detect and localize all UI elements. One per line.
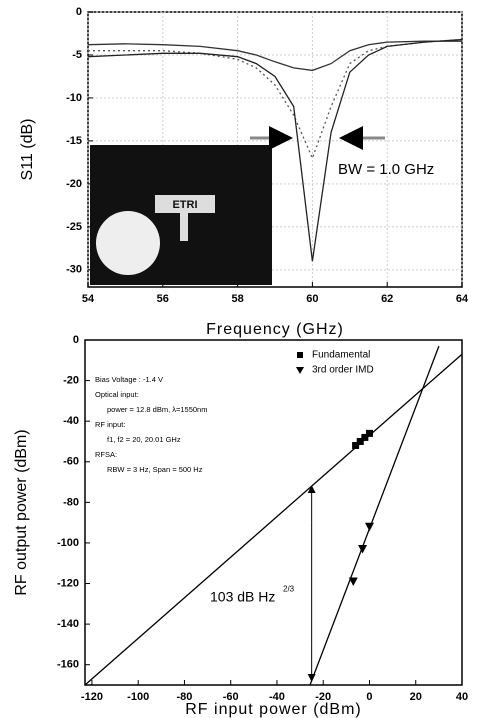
x-tick-label: 56	[157, 293, 169, 305]
data-line	[309, 345, 440, 686]
data-line	[87, 38, 463, 262]
y-axis-label: S11 (dB)	[19, 119, 36, 181]
marker	[365, 429, 373, 437]
note: RFSA:	[95, 450, 117, 459]
inset-disc	[96, 211, 160, 275]
x-tick-label: -80	[177, 691, 193, 703]
y-tick-label: -160	[57, 659, 79, 671]
y-tick-label: -140	[57, 618, 79, 630]
bw-annotation: BW = 1.0 GHz	[338, 161, 434, 178]
y-tick-label: -120	[57, 577, 79, 589]
note: RF input:	[95, 420, 125, 429]
y-tick-label: -20	[66, 178, 82, 190]
marker	[356, 437, 364, 445]
annotation-superscript: 2/3	[283, 585, 295, 594]
inset-feed	[180, 213, 188, 241]
y-tick-label: -25	[66, 221, 82, 233]
y-tick-label: -40	[63, 415, 79, 427]
y-tick-label: -10	[66, 92, 82, 104]
x-axis-label: Frequency (GHz)	[206, 321, 344, 338]
y-axis-label: RF output power (dBm)	[13, 429, 30, 595]
y-tick-label: -30	[66, 264, 82, 276]
legend-marker	[297, 352, 303, 358]
chart: -120 -100 -80 -60 -40 -20 0 20 40 0 -20 -40 -60 -80 -1…	[13, 334, 468, 718]
data-line	[88, 38, 463, 160]
y-tick-label: 0	[73, 334, 79, 346]
note: power = 12.8 dBm, λ=1550nm	[107, 405, 207, 414]
marker	[361, 433, 369, 441]
x-tick-label: 0	[366, 691, 372, 703]
data-line	[84, 353, 463, 686]
data-line	[87, 40, 462, 72]
x-tick-label: 62	[381, 293, 393, 305]
y-tick-label: -80	[63, 496, 79, 508]
legend-marker	[296, 367, 304, 374]
note: Optical input:	[95, 390, 139, 399]
note: Bias Voltage : -1.4 V	[95, 375, 163, 384]
inset-chip	[155, 195, 215, 213]
x-tick-label: -40	[269, 691, 285, 703]
x-tick-label: 60	[306, 293, 318, 305]
x-tick-label: -100	[127, 691, 149, 703]
marker	[352, 442, 360, 450]
marker	[358, 545, 368, 554]
x-tick-label: 20	[410, 691, 422, 703]
y-tick-label: -20	[63, 374, 79, 386]
y-tick-label: -15	[66, 135, 82, 147]
x-tick-label: -60	[223, 691, 239, 703]
legend-label: 3rd order IMD	[312, 365, 374, 376]
x-axis-label: RF input power (dBm)	[185, 701, 362, 718]
y-tick-label: -60	[63, 456, 79, 468]
x-tick-label: 40	[456, 691, 468, 703]
plot-area	[84, 339, 463, 686]
x-tick-label: 64	[456, 293, 469, 305]
y-tick-label: -5	[72, 49, 82, 61]
x-tick-label: 54	[82, 293, 95, 305]
inset-label: ETRI	[172, 199, 197, 211]
x-tick-label: 58	[231, 293, 243, 305]
note: f1, f2 = 20, 20.01 GHz	[107, 435, 181, 444]
x-tick-label: -120	[81, 691, 103, 703]
marker	[348, 577, 358, 586]
note: RBW = 3 Hz, Span = 500 Hz	[107, 465, 203, 474]
y-tick-label: 0	[76, 6, 82, 18]
y-tick-label: -100	[57, 537, 79, 549]
x-tick-label: -20	[315, 691, 331, 703]
annotation: 103 dB Hz	[210, 588, 275, 604]
legend-label: Fundamental	[312, 350, 370, 361]
